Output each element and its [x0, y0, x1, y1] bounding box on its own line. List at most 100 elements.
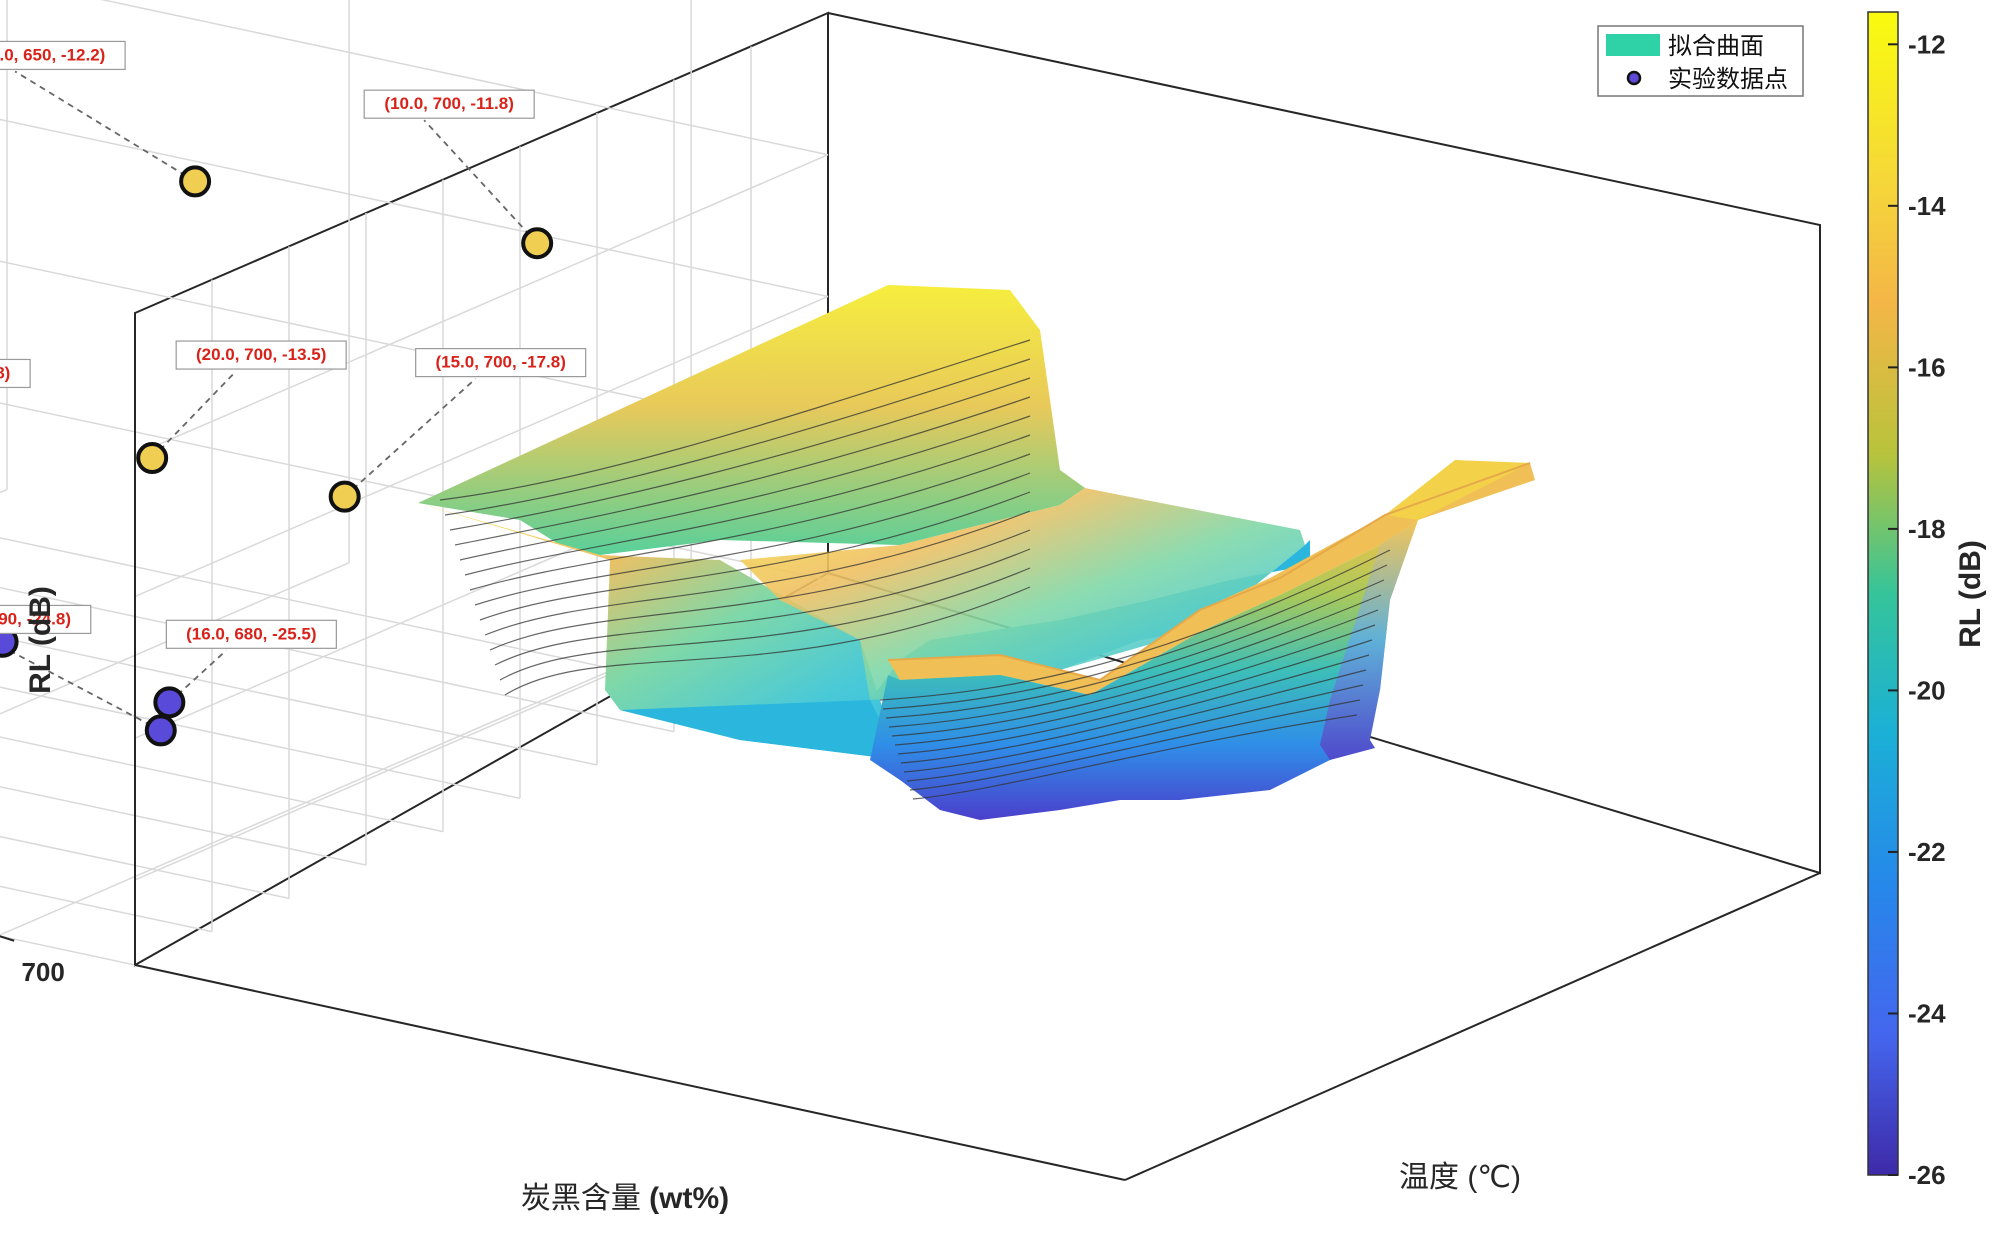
- contour-line: [891, 609, 1379, 737]
- grid-line: [0, 635, 692, 936]
- contour-line: [909, 699, 1361, 791]
- fitted-surface: [0, 70, 1535, 820]
- leader-line: [344, 377, 477, 498]
- leader-line: [423, 119, 538, 244]
- contour-line: [879, 549, 1391, 701]
- grid-line: [0, 118, 829, 298]
- colorbar-tick-label: -20: [1908, 675, 1946, 705]
- contour-line: [484, 510, 1031, 636]
- contour-line: [900, 654, 1370, 764]
- grid-line: [0, 835, 290, 900]
- annotation-box: [0, 40, 126, 71]
- data-point: [521, 227, 554, 260]
- contour-line: [897, 639, 1373, 755]
- colorbar-tick-label: -24: [1908, 998, 1946, 1028]
- colorbar-tick-label: -22: [1908, 837, 1946, 867]
- x-axis-label: 炭黑含量 (wt%): [521, 1182, 729, 1215]
- surface-cliff-left: [418, 503, 900, 760]
- colorbar-tick-label: -18: [1908, 514, 1946, 544]
- y-tick-mark: [0, 935, 15, 942]
- contour-line: [504, 586, 1031, 696]
- annotation-box: [165, 619, 337, 649]
- contour-line: [474, 472, 1031, 606]
- colorbar-tick-label: -14: [1908, 191, 1946, 221]
- annotation: (10.0, 700, -11.8): [363, 89, 535, 119]
- legend-point-label: 实验数据点: [1668, 66, 1788, 93]
- contour-lines: [439, 339, 1391, 800]
- annotation-box: [415, 348, 587, 378]
- contour-line: [464, 434, 1031, 576]
- annotation-text: (15.0, 700, -17.8): [435, 353, 565, 372]
- contour-line: [903, 669, 1367, 773]
- grid-line: [0, 885, 213, 933]
- leader-line: [151, 370, 237, 459]
- contour-line: [912, 714, 1358, 800]
- annotation: (20.0, 700, -13.5): [175, 340, 347, 370]
- annotation-text: (16.0, 680, -25.5): [186, 624, 316, 643]
- surface-plateau-left: [418, 285, 1085, 555]
- grid-line: [0, 686, 521, 800]
- annotation-box: [0, 358, 31, 389]
- axis-lines: [134, 313, 1821, 1181]
- contour-line: [894, 624, 1376, 746]
- contour-line: [906, 684, 1364, 782]
- grid-line: [0, 935, 136, 966]
- annotation-text: (20.0, 650, -13.8): [0, 363, 10, 382]
- annotation: (20.0, 650, -13.8): [0, 358, 31, 389]
- data-point: [144, 714, 177, 747]
- surface-valley-floor: [740, 488, 1305, 700]
- annotation: (16.0, 680, -25.5): [165, 619, 337, 649]
- data-point: [179, 165, 212, 198]
- contour-line: [489, 529, 1031, 651]
- contour-line: [439, 339, 1031, 501]
- colorbar-tick-label: -12: [1908, 29, 1946, 59]
- leader-line: [14, 70, 196, 183]
- data-point: [136, 442, 169, 475]
- contour-line: [882, 564, 1388, 710]
- colorbar-ramp: [1867, 11, 1899, 1176]
- grid-line: [0, 736, 444, 833]
- data-point: [328, 480, 361, 513]
- annotation-box: [363, 89, 535, 119]
- annotation: (10.0, 650, -12.2): [0, 40, 126, 71]
- contour-line: [499, 567, 1031, 681]
- legend-surface-swatch: [1606, 34, 1660, 56]
- annotation-text: (20.0, 700, -13.5): [196, 345, 326, 364]
- contour-line: [449, 377, 1031, 531]
- z-axis-label: RL (dB): [24, 586, 57, 694]
- contour-line: [469, 453, 1031, 591]
- experimental-points: [0, 165, 554, 747]
- contour-line: [444, 358, 1031, 516]
- contour-line: [494, 548, 1031, 666]
- grid-line: [100, 0, 829, 156]
- contour-line: [885, 579, 1385, 719]
- surface-wall-right: [1320, 520, 1418, 760]
- grid-line: [134, 154, 829, 456]
- y-tick-labels: 600650700: [0, 935, 65, 987]
- grid-line: [0, 786, 367, 866]
- colorbar-label: RL (dB): [1954, 540, 1987, 648]
- y-axis-label: 温度 (℃): [1399, 1161, 1521, 1194]
- annotation-box: [0, 604, 92, 635]
- annotation-text: (10.0, 650, -12.2): [0, 45, 105, 64]
- grid-line: [134, 295, 829, 598]
- annotation: (15.0, 700, -17.8): [415, 348, 587, 378]
- point-annotations: (10.0, 600, -12.5)(10.0, 650, -12.2)(15.…: [0, 40, 587, 649]
- legend: 拟合曲面 实验数据点: [1597, 25, 1804, 97]
- y-tick-label: 700: [21, 957, 64, 987]
- colorbar-ticks: -12 -14 -16 -18 -20 -22 -24 -26: [1888, 29, 1946, 1190]
- data-point: [153, 686, 186, 719]
- annotation: (18.0, 690, -24.8): [0, 604, 92, 635]
- annotation-box: [175, 340, 347, 370]
- annotation-text: (10.0, 700, -11.8): [384, 94, 513, 113]
- grid-line: [0, 636, 598, 766]
- colorbar: -12 -14 -16 -18 -20 -22 -24 -26 RL (dB): [1867, 11, 1987, 1190]
- grid-line: [0, 561, 350, 715]
- legend-surface-label: 拟合曲面: [1668, 33, 1764, 60]
- contour-line: [459, 415, 1031, 561]
- annotation-text: (18.0, 690, -24.8): [0, 609, 71, 628]
- grid-line: [0, 537, 752, 700]
- surface-rim-edge: [887, 462, 1531, 682]
